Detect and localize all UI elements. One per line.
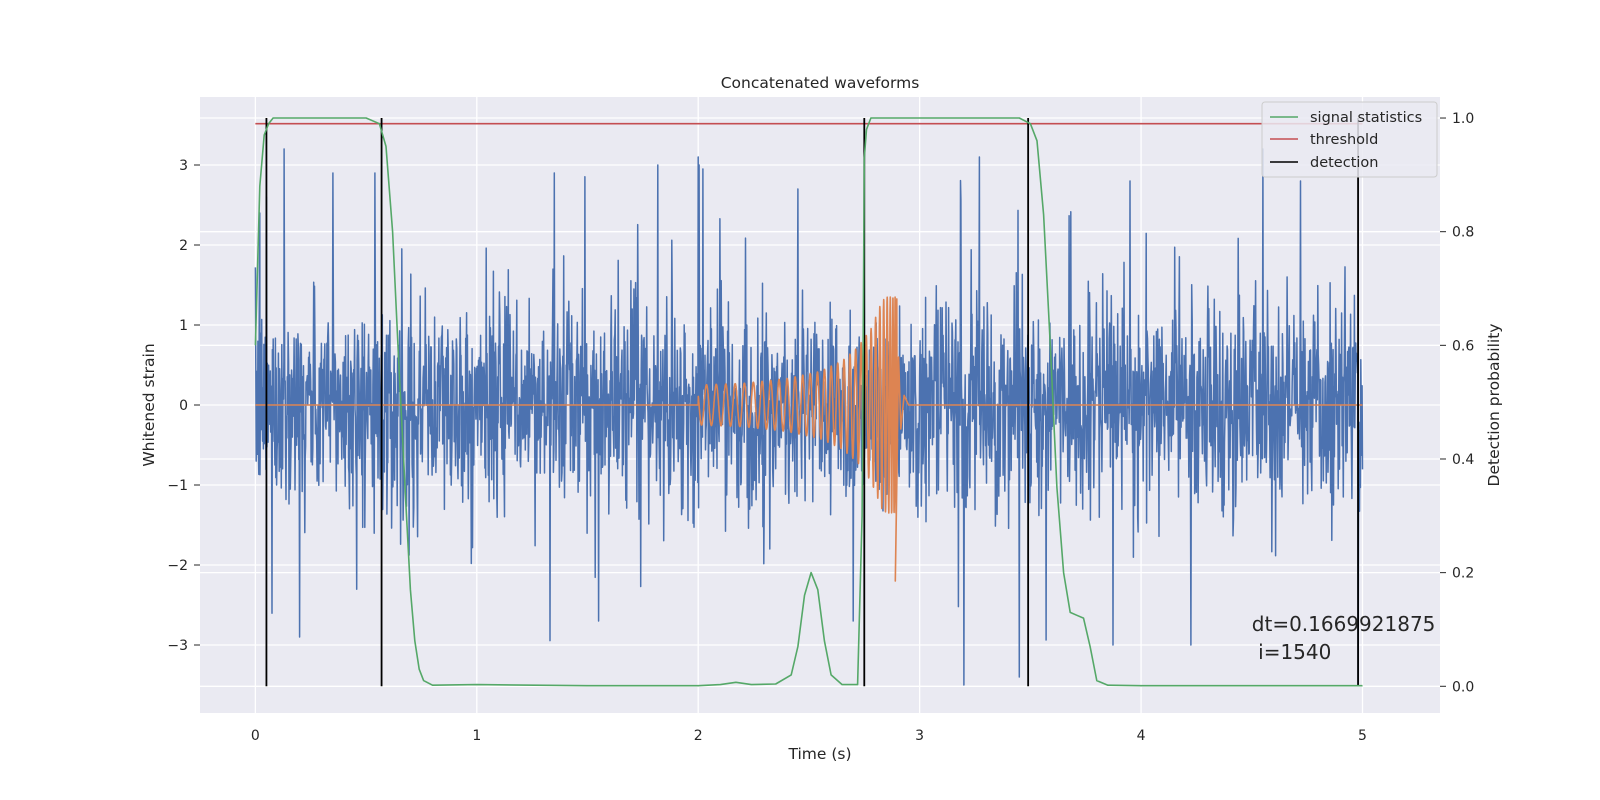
x-tick-label: 0 [251, 728, 260, 744]
y-axis-right-label: Detection probability [1485, 324, 1503, 487]
axis-ticks: 0 1 2 3 4 5 −3 −2 −1 0 1 2 3 0.0 0.2 0.4 0.6 0.8 1.0 [167, 111, 1474, 744]
y-tick-label: −2 [167, 558, 188, 574]
y-right-tick-label: 0.0 [1452, 679, 1474, 695]
legend-label-threshold: threshold [1310, 132, 1378, 148]
series-layer [254, 117, 1364, 687]
x-tick-label: 2 [694, 728, 703, 744]
chart-title: Concatenated waveforms [721, 74, 920, 92]
y-tick-label: 3 [179, 158, 188, 174]
legend-box [1261, 101, 1438, 178]
y-axis-label: Whitened strain [140, 343, 158, 466]
annotation-dt: dt=0.1669921875 [1252, 612, 1436, 636]
y-tick-label: 0 [179, 398, 188, 414]
x-axis-label: Time (s) [787, 745, 851, 763]
y-tick-label: 1 [179, 318, 188, 334]
legend-label-signal-statistics: signal statistics [1310, 110, 1422, 126]
y-tick-label: 2 [179, 238, 188, 254]
x-tick-label: 3 [915, 728, 924, 744]
strain-line [254, 148, 1364, 686]
y-right-tick-label: 0.4 [1452, 452, 1474, 468]
x-tick-label: 5 [1358, 728, 1367, 744]
y-right-tick-label: 0.6 [1452, 338, 1474, 354]
y-right-tick-label: 0.8 [1452, 225, 1474, 241]
y-right-tick-label: 0.2 [1452, 566, 1474, 582]
x-tick-label: 4 [1137, 728, 1146, 744]
legend: signal statistics threshold detection [1261, 101, 1438, 178]
y-tick-label: −3 [167, 638, 188, 654]
signal-statistics-line [254, 117, 1363, 687]
legend-label-detection: detection [1310, 155, 1378, 171]
y-tick-label: −1 [167, 478, 188, 494]
y-right-tick-label: 1.0 [1452, 111, 1474, 127]
x-tick-label: 1 [472, 728, 481, 744]
annotation-index: i=1540 [1252, 640, 1332, 664]
